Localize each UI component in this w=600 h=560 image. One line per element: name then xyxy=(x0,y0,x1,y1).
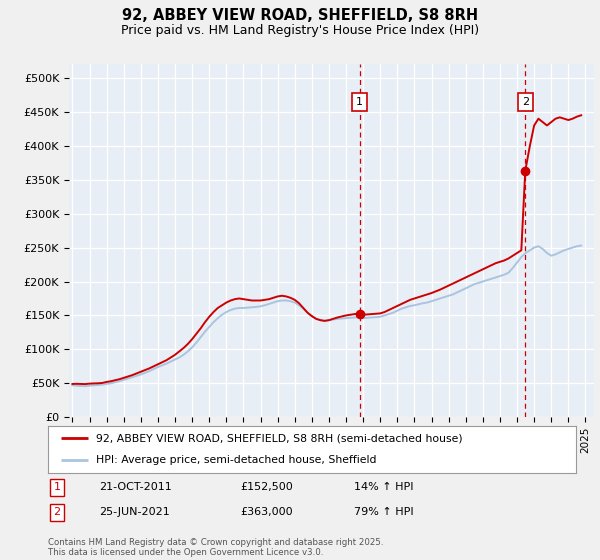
Text: £363,000: £363,000 xyxy=(240,507,293,517)
Text: HPI: Average price, semi-detached house, Sheffield: HPI: Average price, semi-detached house,… xyxy=(95,455,376,465)
Text: 14% ↑ HPI: 14% ↑ HPI xyxy=(354,482,413,492)
Text: 1: 1 xyxy=(356,97,363,107)
Text: Price paid vs. HM Land Registry's House Price Index (HPI): Price paid vs. HM Land Registry's House … xyxy=(121,24,479,36)
Text: 21-OCT-2011: 21-OCT-2011 xyxy=(99,482,172,492)
Text: 92, ABBEY VIEW ROAD, SHEFFIELD, S8 8RH: 92, ABBEY VIEW ROAD, SHEFFIELD, S8 8RH xyxy=(122,8,478,24)
Text: 2: 2 xyxy=(521,97,529,107)
Text: 79% ↑ HPI: 79% ↑ HPI xyxy=(354,507,413,517)
Text: £152,500: £152,500 xyxy=(240,482,293,492)
Text: 1: 1 xyxy=(53,482,61,492)
Text: 25-JUN-2021: 25-JUN-2021 xyxy=(99,507,170,517)
Text: 92, ABBEY VIEW ROAD, SHEFFIELD, S8 8RH (semi-detached house): 92, ABBEY VIEW ROAD, SHEFFIELD, S8 8RH (… xyxy=(95,433,462,444)
Text: Contains HM Land Registry data © Crown copyright and database right 2025.
This d: Contains HM Land Registry data © Crown c… xyxy=(48,538,383,557)
Text: 2: 2 xyxy=(53,507,61,517)
